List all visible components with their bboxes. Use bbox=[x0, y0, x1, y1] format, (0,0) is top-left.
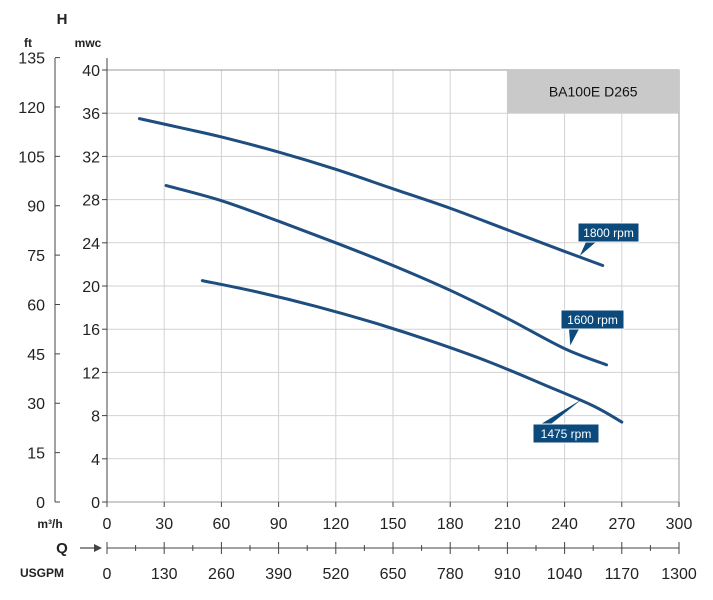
mwc-tick-label: 20 bbox=[82, 279, 100, 296]
usgpm-tick-label: 1170 bbox=[605, 566, 640, 583]
curve-1475-rpm bbox=[200, 279, 624, 424]
usgpm-tick-label: 650 bbox=[380, 566, 407, 583]
label-text-1800-rpm: 1800 rpm bbox=[583, 226, 634, 240]
curve-1800-rpm bbox=[137, 117, 605, 267]
ft-tick-label: 45 bbox=[27, 347, 45, 364]
usgpm-tick-label: 1300 bbox=[661, 566, 697, 583]
label-1800-rpm: 1800 rpm bbox=[577, 222, 640, 256]
usgpm-tick-label: 390 bbox=[265, 566, 292, 583]
m3h-tick-label: 60 bbox=[213, 516, 231, 533]
ft-unit-label: ft bbox=[24, 36, 32, 50]
mwc-tick-label: 8 bbox=[91, 409, 100, 426]
usgpm-tick-label: 520 bbox=[322, 566, 349, 583]
ft-tick-label: 30 bbox=[27, 396, 45, 413]
model-label: BA100E D265 bbox=[549, 84, 638, 100]
q-arrow-head bbox=[94, 544, 102, 552]
ft-tick-label: 90 bbox=[27, 199, 45, 216]
usgpm-tick-label: 0 bbox=[103, 566, 112, 583]
usgpm-unit-label: USGPM bbox=[20, 566, 64, 580]
mwc-tick-label: 36 bbox=[82, 106, 100, 123]
mwc-unit-label: mwc bbox=[75, 36, 102, 50]
ft-tick-label: 15 bbox=[27, 446, 45, 463]
usgpm-tick-label: 780 bbox=[437, 566, 464, 583]
label-pointer bbox=[569, 329, 579, 346]
m3h-tick-label: 30 bbox=[155, 516, 173, 533]
label-pointer bbox=[579, 242, 596, 256]
m3h-tick-label: 180 bbox=[437, 516, 464, 533]
usgpm-tick-label: 910 bbox=[494, 566, 521, 583]
label-pointer bbox=[541, 399, 582, 424]
m3h-tick-label: 300 bbox=[666, 516, 693, 533]
m3h-unit-label: m³/h bbox=[37, 517, 62, 531]
q-axis-letter: Q bbox=[56, 540, 68, 557]
label-box bbox=[560, 309, 625, 330]
ft-tick-label: 75 bbox=[27, 248, 45, 265]
ft-tick-label: 120 bbox=[18, 100, 45, 117]
ft-tick-label: 0 bbox=[36, 495, 45, 512]
ft-tick-label: 105 bbox=[18, 149, 45, 166]
model-box-background bbox=[507, 70, 679, 114]
label-text-1475-rpm: 1475 rpm bbox=[541, 427, 592, 441]
m3h-tick-label: 0 bbox=[103, 516, 112, 533]
mwc-tick-label: 4 bbox=[91, 452, 100, 469]
label-box bbox=[577, 222, 640, 243]
m3h-tick-label: 210 bbox=[494, 516, 521, 533]
mwc-tick-label: 32 bbox=[82, 149, 100, 166]
ft-tick-label: 60 bbox=[27, 297, 45, 314]
label-1600-rpm: 1600 rpm bbox=[560, 309, 625, 346]
m3h-tick-label: 270 bbox=[608, 516, 635, 533]
mwc-tick-label: 40 bbox=[82, 63, 100, 80]
y-axes: 0 4 8 12 16 20 24 28 32 36 40 0 15 30 45 60 75 90 105 120 13… bbox=[18, 51, 108, 512]
m3h-tick-label: 90 bbox=[270, 516, 288, 533]
curve-1600-rpm bbox=[164, 184, 609, 367]
label-text-1600-rpm: 1600 rpm bbox=[567, 313, 618, 327]
label-box bbox=[532, 423, 600, 444]
m3h-tick-label: 240 bbox=[551, 516, 578, 533]
mwc-tick-label: 24 bbox=[82, 236, 100, 253]
h-axis-letter: H bbox=[57, 11, 68, 28]
usgpm-tick-label: 260 bbox=[208, 566, 235, 583]
mwc-tick-label: 16 bbox=[82, 322, 100, 339]
mwc-tick-label: 0 bbox=[91, 495, 100, 512]
usgpm-tick-label: 130 bbox=[151, 566, 178, 583]
label-1475-rpm: 1475 rpm bbox=[532, 399, 600, 444]
model-box: BA100E D265 bbox=[507, 70, 679, 114]
mwc-tick-label: 28 bbox=[82, 193, 100, 210]
usgpm-tick-label: 1040 bbox=[547, 566, 583, 583]
ft-tick-label: 135 bbox=[18, 51, 45, 68]
x-axes: 0 30 60 90 120 150 180 210 240 270 300 0 130 260 390 52… bbox=[80, 502, 697, 583]
m3h-tick-label: 120 bbox=[322, 516, 349, 533]
curves: 1800 rpm 1600 rpm 1475 rpm bbox=[137, 117, 640, 444]
mwc-tick-label: 12 bbox=[82, 365, 100, 382]
m3h-tick-label: 150 bbox=[380, 516, 407, 533]
